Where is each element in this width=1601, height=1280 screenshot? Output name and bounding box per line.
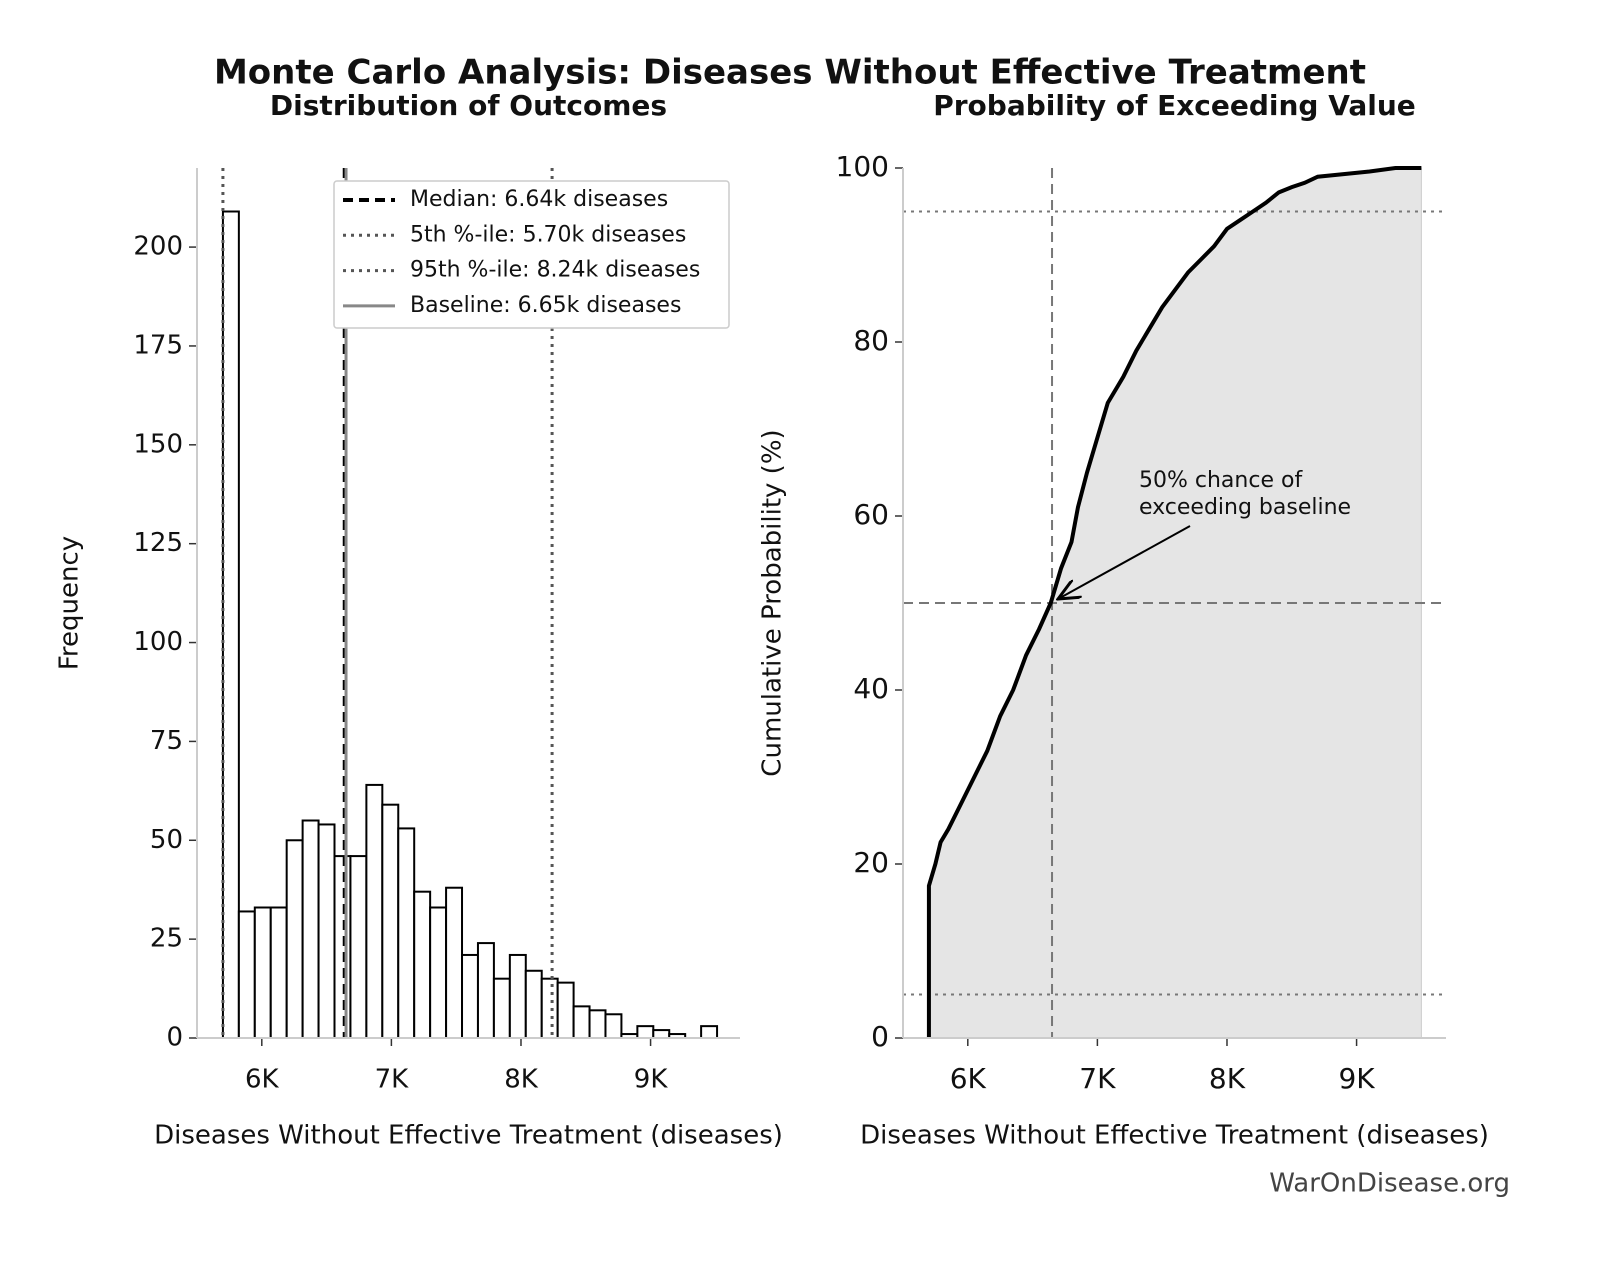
bar	[285, 839, 304, 1039]
bar	[333, 855, 352, 1039]
x-tick-label: 9K	[1338, 1062, 1375, 1095]
bar	[445, 886, 464, 1040]
bar	[556, 981, 575, 1039]
y-tick-label: 175	[133, 330, 183, 360]
bar	[253, 906, 272, 1039]
bar	[492, 977, 511, 1040]
bar	[636, 1025, 655, 1039]
bar	[461, 953, 479, 1039]
y-tick-label: 60	[853, 498, 889, 531]
bar	[237, 910, 256, 1039]
bar	[508, 953, 527, 1039]
x-tick-label: 6K	[950, 1062, 987, 1095]
y-tick-label: 20	[853, 846, 889, 879]
x-tick-label: 7K	[375, 1065, 410, 1095]
bar	[413, 890, 432, 1039]
y-axis-label: Cumulative Probability (%)	[758, 429, 788, 776]
bar	[604, 1013, 623, 1039]
bar	[269, 906, 288, 1039]
annotation: exceeding baseline	[1139, 495, 1351, 520]
footer: WarOnDisease.org	[1269, 1169, 1510, 1199]
y-tick-label: 0	[871, 1020, 889, 1053]
legend-label: Median: 6.64k diseases	[410, 187, 668, 212]
y-tick-label: 150	[133, 429, 183, 459]
y-tick-label: 0	[166, 1023, 183, 1053]
x-tick-label: 7K	[1079, 1062, 1116, 1095]
y-tick-label: 75	[150, 726, 183, 756]
bar	[524, 969, 543, 1039]
legend-label: 5th %-ile: 5.70k diseases	[410, 222, 686, 247]
bar	[397, 827, 416, 1040]
bar	[476, 942, 495, 1039]
bar	[301, 819, 320, 1039]
y-tick-label: 200	[133, 232, 183, 262]
bar	[317, 823, 336, 1039]
bar	[349, 855, 368, 1039]
x-tick-label: 9K	[634, 1065, 669, 1095]
figure-title: Monte Carlo Analysis: Diseases Without E…	[214, 53, 1366, 93]
legend-label: Baseline: 6.65k diseases	[410, 293, 681, 318]
y-tick-label: 125	[133, 528, 183, 558]
cdf-line	[926, 166, 1422, 1038]
bar	[429, 906, 448, 1039]
y-tick-label: 25	[150, 924, 183, 954]
y-tick-label: 80	[853, 324, 889, 357]
bar	[221, 210, 240, 1039]
annotation-arrow	[1058, 525, 1191, 599]
bar	[652, 1029, 671, 1040]
axes-title: Distribution of Outcomes	[270, 89, 667, 122]
y-tick-label: 100	[133, 627, 183, 657]
legend: Median: 6.64k diseases 5th %-ile: 5.70k d…	[333, 180, 730, 329]
bar	[588, 1009, 607, 1039]
x-axis-label: Diseases Without Effective Treatment (di…	[154, 1121, 783, 1151]
axes-title: Probability of Exceeding Value	[933, 89, 1416, 122]
bar	[381, 803, 400, 1039]
legend-label: 95th %-ile: 8.24k diseases	[410, 258, 700, 283]
bar	[572, 1005, 591, 1040]
x-axis-label: Diseases Without Effective Treatment (di…	[860, 1121, 1489, 1151]
legend-box	[333, 180, 730, 329]
y-axis-label: Frequency	[55, 536, 85, 670]
y-tick-label: 50	[150, 825, 183, 855]
y-tick-label: 40	[853, 672, 889, 705]
bar	[365, 783, 384, 1040]
annotation: 50% chance of	[1139, 468, 1303, 493]
y-tick-label: 100	[836, 150, 889, 183]
x-tick-label: 6K	[245, 1065, 280, 1095]
x-tick-label: 8K	[1209, 1062, 1246, 1095]
bar	[540, 977, 559, 1040]
x-tick-label: 8K	[504, 1065, 539, 1095]
bar	[700, 1025, 719, 1039]
